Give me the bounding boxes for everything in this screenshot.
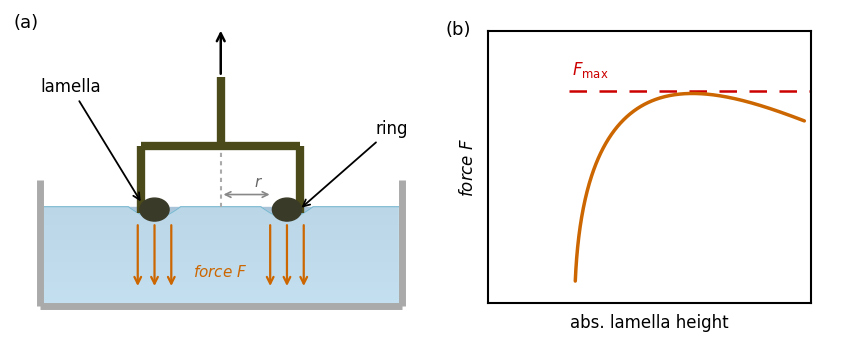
Text: $F_\mathrm{max}$: $F_\mathrm{max}$ (572, 60, 609, 80)
Circle shape (140, 198, 169, 221)
Text: lamella: lamella (40, 78, 139, 200)
Text: ring: ring (303, 120, 408, 206)
X-axis label: abs. lamella height: abs. lamella height (571, 314, 728, 332)
Text: (a): (a) (14, 14, 38, 32)
Text: $r$: $r$ (254, 175, 263, 190)
Polygon shape (42, 207, 399, 306)
Circle shape (273, 198, 301, 221)
Text: force $F$: force $F$ (194, 264, 248, 280)
Text: (b): (b) (446, 21, 471, 39)
Y-axis label: force $F$: force $F$ (459, 137, 477, 197)
